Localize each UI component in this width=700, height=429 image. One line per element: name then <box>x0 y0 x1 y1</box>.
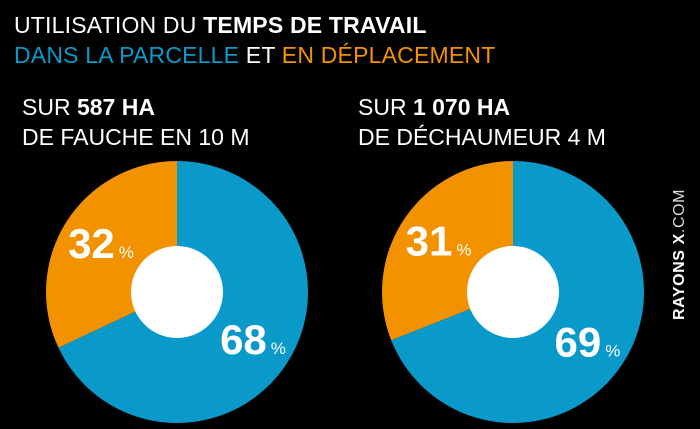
title-prefix: UTILISATION DU <box>14 12 204 38</box>
title-line-2: DANS LA PARCELLE ET EN DÉPLACEMENT <box>14 40 495 70</box>
subtitle-left-prefix: SUR <box>22 94 77 120</box>
subtitle-right-tool: DE DÉCHAUMEUR 4 M <box>358 124 606 150</box>
slice-label-field-right: 69% <box>555 319 621 366</box>
title-bold: TEMPS DE TRAVAIL <box>203 12 427 38</box>
chart-title: UTILISATION DU TEMPS DE TRAVAIL DANS LA … <box>14 10 495 70</box>
title-connector: ET <box>239 42 282 68</box>
slice-label-travel-left: 32% <box>68 220 134 267</box>
subtitle-right: SUR 1 070 HA DE DÉCHAUMEUR 4 M <box>358 92 606 152</box>
subtitle-left-area: 587 HA <box>76 94 155 120</box>
slice-label-field-left: 68% <box>220 316 286 363</box>
donut-center-right <box>467 246 559 338</box>
slice-label-travel-right: 31% <box>406 217 472 264</box>
donut-center-left <box>131 246 223 338</box>
subtitle-right-area: 1 070 HA <box>412 94 511 120</box>
legend-field: DANS LA PARCELLE <box>14 42 240 68</box>
source-credit: RAYONS X.COM <box>671 189 689 320</box>
subtitle-left-tool: DE FAUCHE EN 10 M <box>22 124 250 150</box>
legend-travel: EN DÉPLACEMENT <box>281 42 496 68</box>
title-line-1: UTILISATION DU TEMPS DE TRAVAIL <box>14 10 495 40</box>
subtitle-right-prefix: SUR <box>358 94 413 120</box>
subtitle-left: SUR 587 HA DE FAUCHE EN 10 M <box>22 92 250 152</box>
donut-chart-left: 68 % 32% <box>46 161 309 423</box>
source-domain: .COM <box>671 188 688 234</box>
donut-chart-right: 69 % 31% <box>382 161 644 423</box>
source-brand: RAYONS X <box>671 233 688 320</box>
